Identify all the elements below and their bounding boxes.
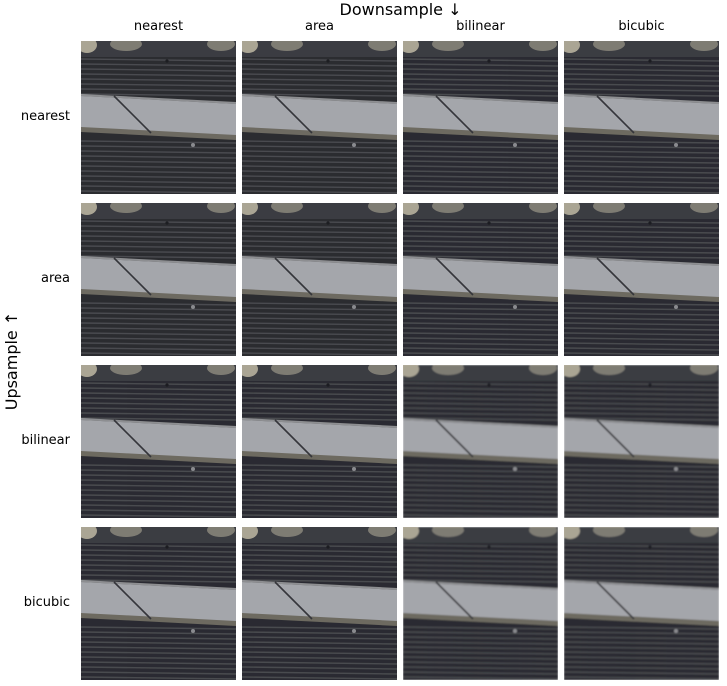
column-label-nearest: nearest: [133, 19, 184, 34]
column-axis-title: Downsample ↓: [339, 0, 462, 19]
image-tile-nearest-bilinear: [403, 41, 558, 194]
image-tile-bicubic-area: [242, 527, 397, 680]
column-label-area: area: [305, 19, 334, 34]
image-tile-bicubic-bilinear: [403, 527, 558, 680]
image-tile-bicubic-bicubic: [564, 527, 719, 680]
image-tile-nearest-bicubic: [564, 41, 719, 194]
image-tile-area-bicubic: [564, 203, 719, 356]
row-axis-title-wrap: Upsample ↑: [2, 41, 22, 680]
row-label-area: area: [41, 271, 70, 286]
image-tile-area-area: [242, 203, 397, 356]
column-label-bicubic: bicubic: [618, 19, 665, 34]
image-tile-bilinear-bilinear: [403, 365, 558, 518]
image-tile-bilinear-nearest: [81, 365, 236, 518]
image-tile-nearest-area: [242, 41, 397, 194]
image-tile-area-bilinear: [403, 203, 558, 356]
row-label-bicubic: bicubic: [23, 595, 70, 610]
row-axis-title: Upsample ↑: [2, 311, 21, 410]
row-label-bilinear: bilinear: [21, 433, 70, 448]
row-label-nearest: nearest: [20, 109, 70, 124]
image-tile-area-nearest: [81, 203, 236, 356]
image-tile-bilinear-bicubic: [564, 365, 719, 518]
image-tile-nearest-nearest: [81, 41, 236, 194]
image-tile-bilinear-area: [242, 365, 397, 518]
image-tile-bicubic-nearest: [81, 527, 236, 680]
column-label-bilinear: bilinear: [456, 19, 505, 34]
